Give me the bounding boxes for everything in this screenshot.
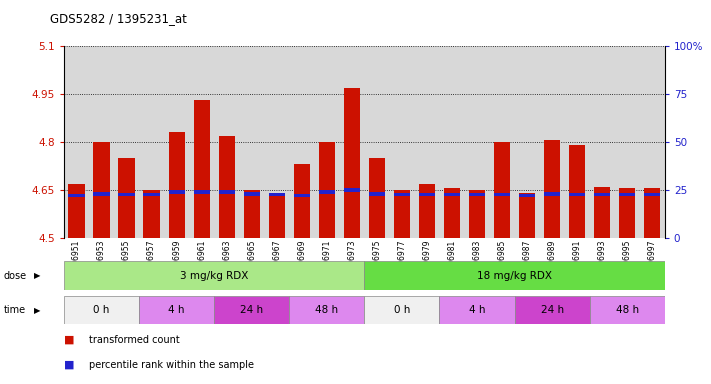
Bar <box>494 142 510 238</box>
Bar <box>93 192 109 195</box>
Text: 24 h: 24 h <box>540 305 564 315</box>
Bar <box>619 189 636 238</box>
Bar <box>369 192 385 195</box>
Text: ▶: ▶ <box>34 271 41 280</box>
Bar <box>169 132 185 238</box>
Bar <box>244 190 260 238</box>
Text: GDS5282 / 1395231_at: GDS5282 / 1395231_at <box>50 12 187 25</box>
Text: 48 h: 48 h <box>315 305 338 315</box>
Bar <box>365 261 665 290</box>
Bar <box>369 158 385 238</box>
Bar <box>365 296 439 324</box>
Bar <box>439 296 515 324</box>
Bar <box>594 187 610 238</box>
Text: 0 h: 0 h <box>394 305 410 315</box>
Bar <box>218 136 235 238</box>
Bar <box>494 193 510 197</box>
Bar <box>193 190 210 194</box>
Text: 48 h: 48 h <box>616 305 638 315</box>
Bar <box>394 190 410 238</box>
Bar <box>569 145 585 238</box>
Bar <box>444 189 460 238</box>
Bar <box>519 193 535 238</box>
Bar <box>68 184 85 238</box>
Bar <box>93 142 109 238</box>
Bar <box>619 193 636 197</box>
Text: 3 mg/kg RDX: 3 mg/kg RDX <box>180 270 248 281</box>
Text: ▶: ▶ <box>34 306 41 314</box>
Text: 24 h: 24 h <box>240 305 263 315</box>
Bar <box>594 193 610 197</box>
Bar <box>469 193 485 197</box>
Bar <box>319 190 335 194</box>
Bar <box>64 261 365 290</box>
Bar <box>419 193 435 197</box>
Bar <box>294 194 310 197</box>
Bar <box>444 193 460 197</box>
Bar <box>193 101 210 238</box>
Bar <box>589 296 665 324</box>
Text: dose: dose <box>4 270 27 281</box>
Bar <box>644 189 661 238</box>
Bar <box>343 189 360 192</box>
Bar <box>519 194 535 197</box>
Text: 18 mg/kg RDX: 18 mg/kg RDX <box>477 270 552 281</box>
Bar <box>68 194 85 197</box>
Text: 4 h: 4 h <box>169 305 185 315</box>
Text: percentile rank within the sample: percentile rank within the sample <box>89 360 254 370</box>
Bar <box>419 184 435 238</box>
Bar <box>144 190 160 238</box>
Bar <box>644 193 661 197</box>
Text: 0 h: 0 h <box>93 305 109 315</box>
Bar <box>244 192 260 195</box>
Bar <box>469 190 485 238</box>
Bar <box>544 192 560 195</box>
Text: transformed count: transformed count <box>89 335 180 345</box>
Bar <box>319 142 335 238</box>
Text: ■: ■ <box>64 360 75 370</box>
Bar <box>294 164 310 238</box>
Bar <box>343 88 360 238</box>
Bar <box>214 296 289 324</box>
Bar <box>169 190 185 194</box>
Bar <box>218 190 235 194</box>
Bar <box>64 296 139 324</box>
Bar <box>394 193 410 197</box>
Bar <box>515 296 589 324</box>
Bar <box>119 158 134 238</box>
Bar <box>144 193 160 197</box>
Bar <box>119 193 134 197</box>
Bar <box>544 141 560 238</box>
Bar <box>289 296 365 324</box>
Text: time: time <box>4 305 26 315</box>
Bar <box>569 193 585 197</box>
Text: ■: ■ <box>64 335 75 345</box>
Bar <box>139 296 214 324</box>
Bar <box>269 193 285 238</box>
Bar <box>269 193 285 197</box>
Text: 4 h: 4 h <box>469 305 486 315</box>
